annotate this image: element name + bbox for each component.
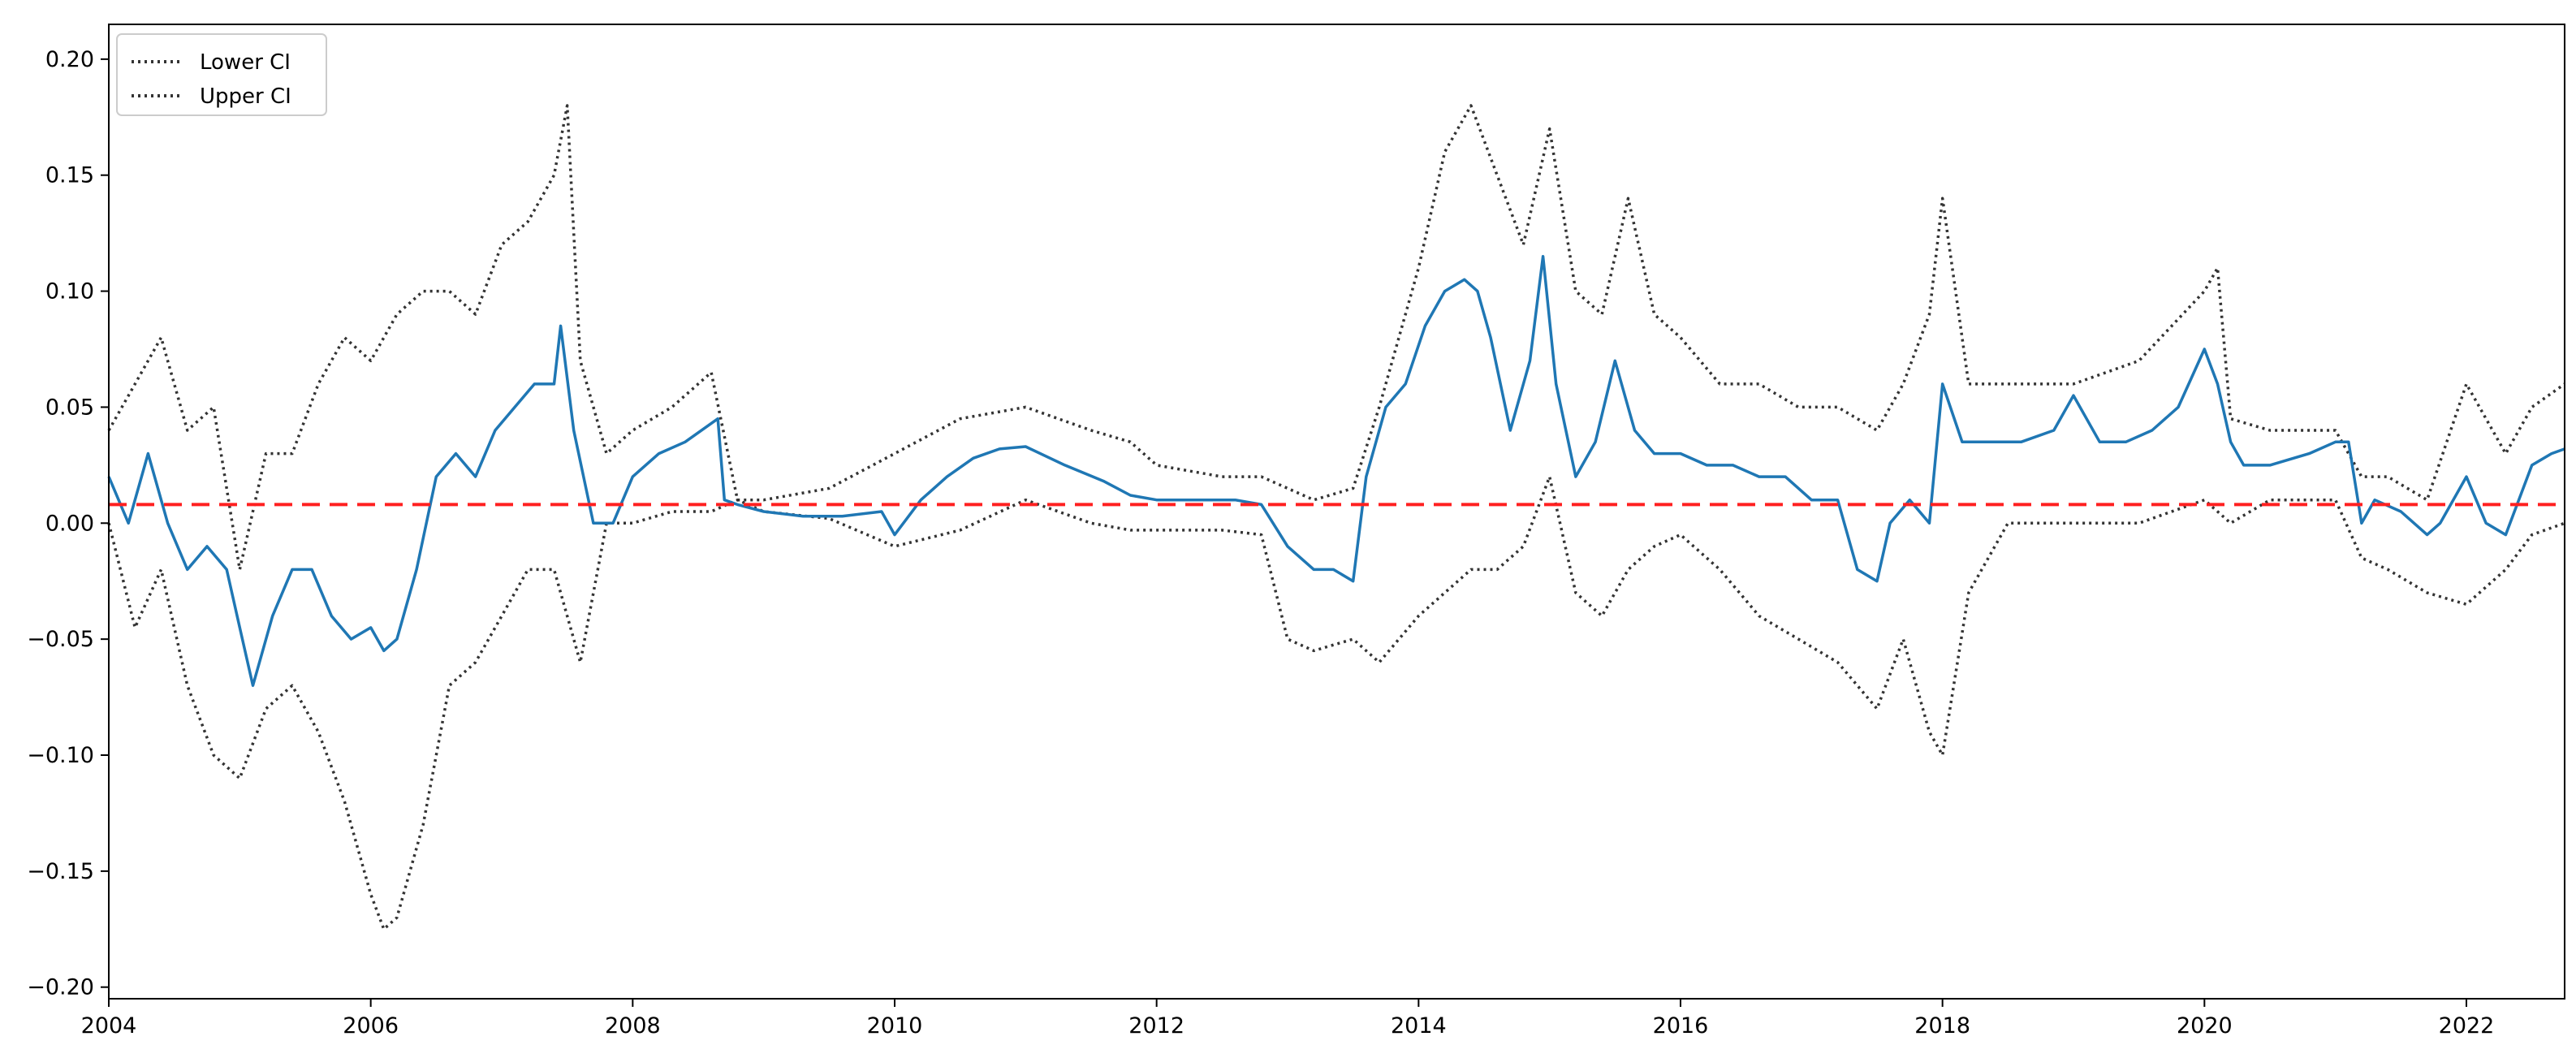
x-tick-label: 2006 — [343, 1013, 399, 1039]
x-tick-label: 2010 — [867, 1013, 923, 1039]
legend-label-lower-ci: Lower CI — [200, 50, 291, 75]
plot-background — [109, 24, 2565, 999]
series-line-lower-ci — [107, 475, 2565, 931]
x-tick-label: 2012 — [1128, 1013, 1184, 1039]
y-tick-label: 0.00 — [45, 511, 94, 536]
x-tick-label: 2016 — [1653, 1013, 1709, 1039]
legend-label-upper-ci: Upper CI — [200, 84, 291, 109]
x-tick-label: 2022 — [2439, 1013, 2495, 1039]
x-tick-label: 2008 — [605, 1013, 661, 1039]
series-line-upper-ci — [107, 104, 2566, 572]
series-layer — [107, 104, 2566, 931]
y-axis: −0.20 −0.15 −0.10 −0.05 0.00 0.05 0.10 0.15 0.20 — [27, 47, 109, 1000]
y-tick-label: 0.15 — [45, 163, 94, 188]
y-tick-label: 0.10 — [45, 279, 94, 304]
x-axis: 2004 2006 2008 2010 2012 2014 2016 2018 2020 2022 — [81, 999, 2495, 1039]
y-tick-label: −0.15 — [27, 859, 94, 884]
y-tick-label: 0.20 — [45, 47, 94, 72]
legend: Lower CI Upper CI — [116, 33, 327, 116]
x-tick-label: 2014 — [1391, 1013, 1447, 1039]
series-line-estimate — [107, 254, 2565, 688]
y-tick-label: −0.05 — [27, 627, 94, 652]
y-tick-label: −0.20 — [27, 975, 94, 1000]
x-tick-label: 2018 — [1914, 1013, 1970, 1039]
legend-box — [116, 33, 327, 116]
y-tick-label: −0.10 — [27, 743, 94, 768]
y-tick-label: 0.05 — [45, 395, 94, 420]
plot-frame — [108, 24, 2565, 1000]
x-tick-label: 2004 — [81, 1013, 137, 1039]
x-tick-label: 2020 — [2177, 1013, 2233, 1039]
